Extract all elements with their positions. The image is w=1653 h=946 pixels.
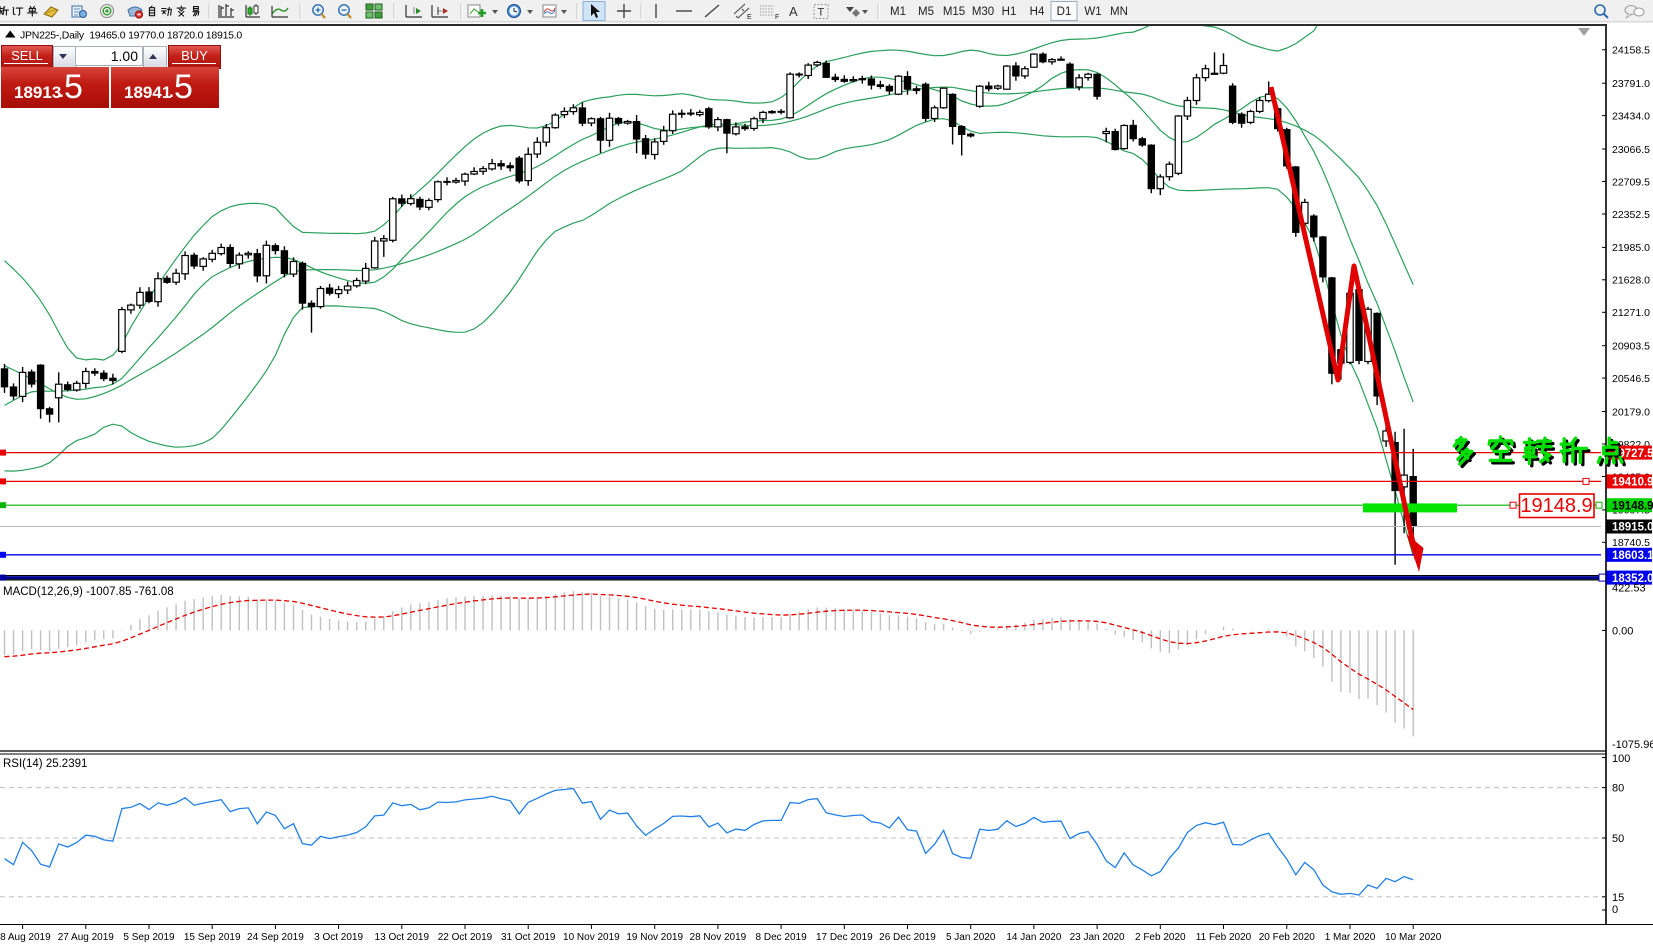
svg-text:0.00: 0.00 — [1612, 625, 1633, 637]
svg-text:27 Aug 2019: 27 Aug 2019 — [58, 932, 115, 943]
svg-text:100: 100 — [1612, 753, 1630, 765]
svg-text:18 Aug 2019: 18 Aug 2019 — [0, 932, 51, 943]
svg-text:80: 80 — [1612, 783, 1624, 795]
svg-text:23791.0: 23791.0 — [1612, 78, 1650, 90]
svg-text:-1075.96: -1075.96 — [1612, 739, 1653, 751]
svg-text:1 Mar 2020: 1 Mar 2020 — [1325, 932, 1376, 943]
svg-text:20 Feb 2020: 20 Feb 2020 — [1259, 932, 1316, 943]
svg-text:10 Mar 2020: 10 Mar 2020 — [1385, 932, 1442, 943]
svg-text:20179.0: 20179.0 — [1612, 406, 1650, 418]
svg-text:26 Dec 2019: 26 Dec 2019 — [879, 932, 936, 943]
svg-text:18352.0: 18352.0 — [1612, 573, 1653, 585]
svg-text:24158.5: 24158.5 — [1612, 45, 1650, 57]
svg-text:15: 15 — [1612, 892, 1624, 904]
svg-text:14 Jan 2020: 14 Jan 2020 — [1006, 932, 1061, 943]
svg-text:28 Nov 2019: 28 Nov 2019 — [690, 932, 747, 943]
svg-text:E: E — [747, 14, 752, 21]
svg-text:19 Nov 2019: 19 Nov 2019 — [626, 932, 683, 943]
svg-text:JPN225-,Daily 19465.0 19770.0: JPN225-,Daily 19465.0 19770.0 18720.0 18… — [20, 30, 242, 42]
svg-text:18603.1: 18603.1 — [1612, 550, 1653, 562]
svg-text:23 Jan 2020: 23 Jan 2020 — [1070, 932, 1125, 943]
svg-text:W1: W1 — [1084, 6, 1101, 18]
svg-text:18740.5: 18740.5 — [1612, 537, 1650, 549]
svg-text:2 Feb 2020: 2 Feb 2020 — [1135, 932, 1186, 943]
svg-text:23434.0: 23434.0 — [1612, 110, 1650, 122]
svg-text:20546.5: 20546.5 — [1612, 373, 1650, 385]
svg-text:19727.5: 19727.5 — [1612, 448, 1653, 460]
svg-text:A: A — [789, 4, 798, 19]
svg-text:21271.0: 21271.0 — [1612, 307, 1650, 319]
svg-text:422.53: 422.53 — [1612, 583, 1646, 595]
svg-text:H4: H4 — [1030, 6, 1045, 18]
svg-text:11 Feb 2020: 11 Feb 2020 — [1196, 932, 1252, 943]
svg-text:F: F — [775, 14, 779, 21]
svg-text:M30: M30 — [972, 6, 994, 18]
svg-text:13 Oct 2019: 13 Oct 2019 — [375, 932, 430, 943]
svg-text:M5: M5 — [918, 6, 934, 18]
svg-text:17 Dec 2019: 17 Dec 2019 — [816, 932, 873, 943]
svg-text:MN: MN — [1110, 6, 1128, 18]
svg-text:3 Oct 2019: 3 Oct 2019 — [314, 932, 363, 943]
svg-text:19410.9: 19410.9 — [1612, 477, 1653, 489]
svg-text:10 Nov 2019: 10 Nov 2019 — [563, 932, 620, 943]
svg-text:22709.5: 22709.5 — [1612, 176, 1650, 188]
svg-text:23066.5: 23066.5 — [1612, 144, 1650, 156]
svg-text:MACD(12,26,9) -1007.85 -761.08: MACD(12,26,9) -1007.85 -761.08 — [3, 586, 174, 598]
svg-text:19148.9: 19148.9 — [1612, 500, 1653, 512]
svg-text:22 Oct 2019: 22 Oct 2019 — [438, 932, 493, 943]
svg-text:5 Sep 2019: 5 Sep 2019 — [123, 932, 175, 943]
svg-text:22352.5: 22352.5 — [1612, 209, 1650, 221]
svg-text:31 Oct 2019: 31 Oct 2019 — [501, 932, 556, 943]
svg-text:M1: M1 — [890, 6, 906, 18]
svg-text:5 Jan 2020: 5 Jan 2020 — [946, 932, 996, 943]
svg-text:19148.9: 19148.9 — [1520, 495, 1592, 517]
svg-text:T: T — [818, 7, 825, 19]
svg-text:M15: M15 — [943, 6, 965, 18]
svg-text:8 Dec 2019: 8 Dec 2019 — [756, 932, 808, 943]
svg-text:20903.5: 20903.5 — [1612, 341, 1650, 353]
svg-text:18915.0: 18915.0 — [1612, 522, 1653, 534]
svg-text:RSI(14) 25.2391: RSI(14) 25.2391 — [3, 758, 87, 770]
svg-text:21628.0: 21628.0 — [1612, 275, 1650, 287]
svg-text:H1: H1 — [1002, 6, 1017, 18]
svg-text:D1: D1 — [1057, 6, 1072, 18]
svg-text:50: 50 — [1612, 833, 1624, 845]
svg-text:21985.0: 21985.0 — [1612, 242, 1650, 254]
svg-text:0: 0 — [1612, 904, 1618, 916]
svg-text:15 Sep 2019: 15 Sep 2019 — [184, 932, 241, 943]
svg-text:24 Sep 2019: 24 Sep 2019 — [247, 932, 304, 943]
